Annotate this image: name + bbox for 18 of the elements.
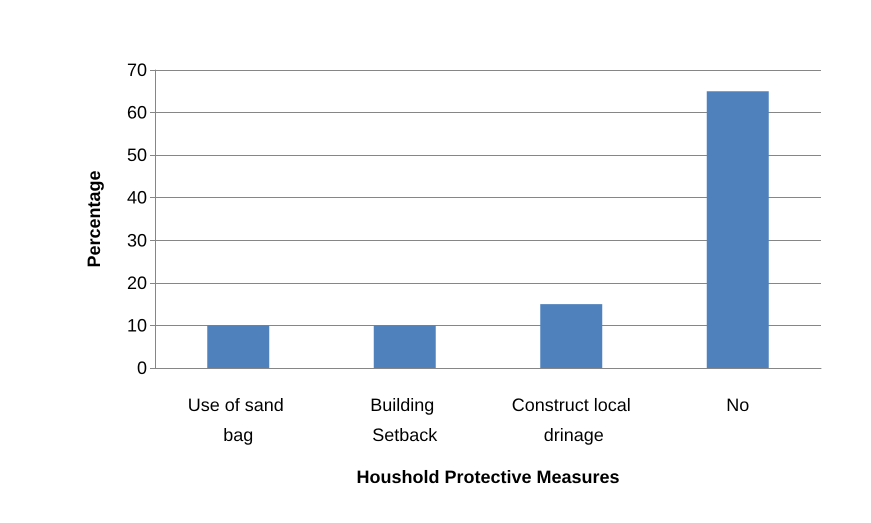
y-tick-label: 30	[126, 230, 147, 250]
y-tick-label: 50	[126, 145, 147, 166]
bar	[374, 325, 436, 368]
x-tick-label: Building Setback	[370, 395, 440, 445]
x-tick-label: Construct local drinage	[512, 395, 631, 445]
x-tick-label: Use of sand bag	[188, 395, 289, 445]
y-tick-label: 0	[136, 358, 147, 378]
bar	[207, 325, 270, 368]
x-axis-title: Houshold Protective Measures	[356, 467, 620, 487]
y-tick-label: 10	[126, 315, 147, 336]
y-tick-label: 60	[126, 102, 147, 123]
y-axis-title: Percentage	[84, 170, 104, 268]
bar	[706, 91, 769, 368]
y-tick-label: 20	[126, 272, 147, 293]
bar	[540, 304, 602, 368]
y-tick-label: 70	[126, 60, 147, 80]
x-tick-label: No	[726, 395, 750, 415]
y-tick-label: 40	[126, 188, 147, 208]
